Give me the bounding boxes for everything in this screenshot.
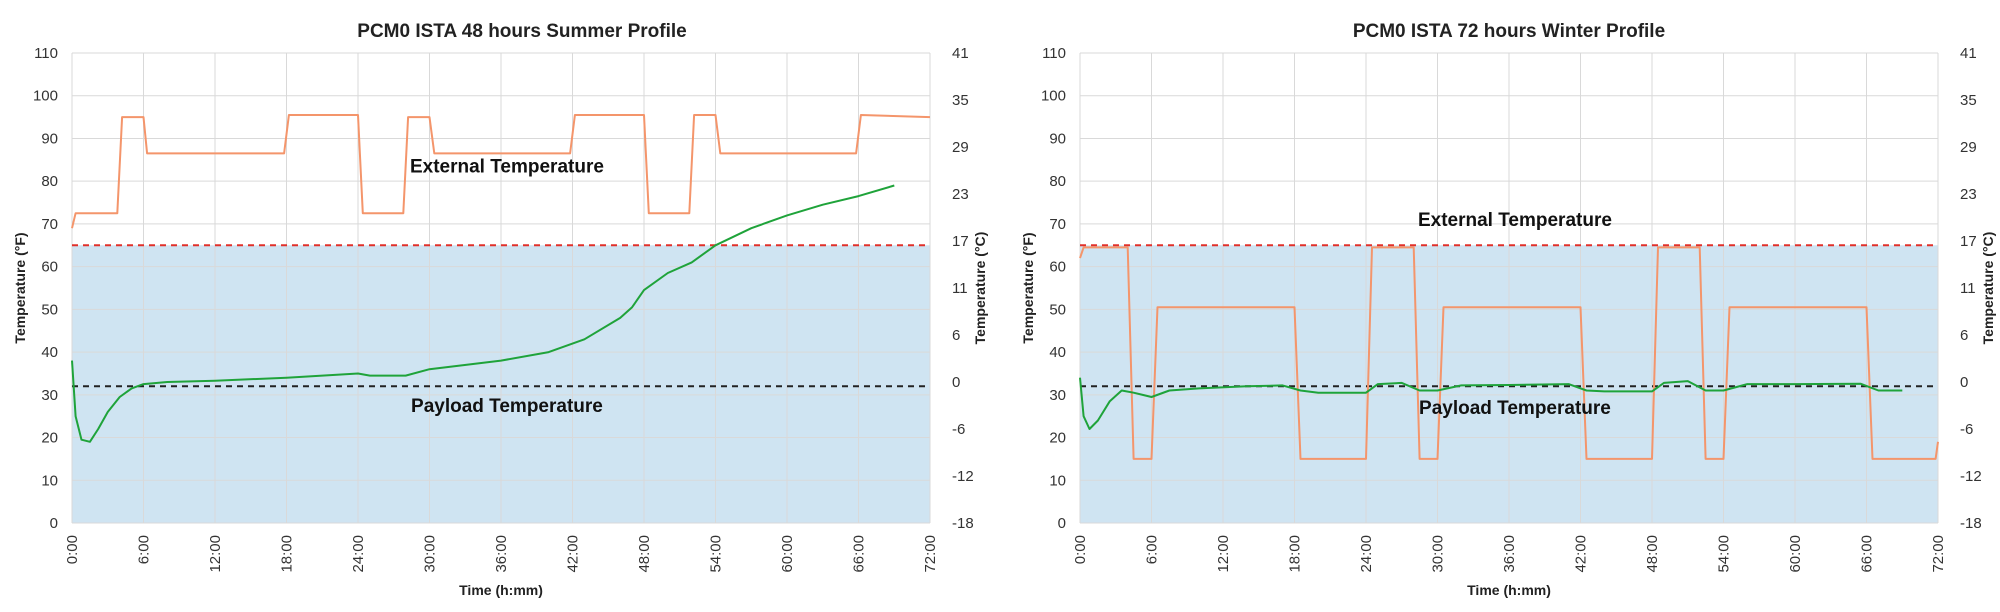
chart-2-annotation: External Temperature [1418,210,1612,231]
chart-2-y2-tick-label: 35 [1960,92,1977,109]
chart-1-y-tick-label: 70 [41,216,58,233]
chart-1: 0 10 20 30 40 50 60 70 80 90 100 110 -18 -12 -6 0 6 11 17 2… [12,21,988,598]
chart-2-y2-tick-label: 11 [1960,280,1976,297]
chart-2-x-tick-label: 0:00 [1072,535,1089,564]
chart-1-x-tick-label: 60:00 [779,535,796,573]
chart-2-y-tick-label: 40 [1049,344,1066,361]
chart-1-x-tick-label: 24:00 [350,535,367,573]
chart-1-y2-axis-label: Temperature (°C) [972,232,988,345]
chart-2-y-tick-label: 70 [1049,216,1066,233]
chart-2-y-tick-label: 80 [1049,173,1066,190]
chart-2-y2-tick-label: -18 [1960,515,1982,532]
chart-1-y-tick-label: 40 [41,344,58,361]
chart-2-x-tick-label: 18:00 [1287,535,1304,573]
chart-1-y-tick-label: 0 [50,515,58,532]
chart-2-y2-tick-label: 17 [1960,233,1977,250]
chart-2-x-tick-label: 66:00 [1859,535,1876,573]
chart-1-y-tick-label: 100 [33,88,58,105]
chart-1-y2-tick-label: -6 [952,421,965,438]
chart-2-y2-tick-label: -12 [1960,468,1982,485]
chart-1-annotation: Payload Temperature [411,396,603,417]
chart-2-y-tick-label: 50 [1049,301,1066,318]
chart-2-title: PCM0 ISTA 72 hours Winter Profile [1353,21,1665,42]
chart-1-y-tick-label: 10 [41,472,58,489]
chart-2-annotation: Payload Temperature [1419,398,1611,419]
chart-1-y2-tick-label: 11 [952,280,968,297]
chart-1-x-tick-label: 0:00 [64,535,81,564]
chart-2-x-tick-label: 36:00 [1501,535,1518,573]
chart-1-y2-tick-label: 0 [952,374,960,391]
chart-1-annotation: External Temperature [410,157,604,178]
chart-1-x-tick-label: 12:00 [207,535,224,573]
chart-2-y2-tick-label: -6 [1960,421,1973,438]
chart-1-y2-tick-label: 17 [952,233,969,250]
chart-1-x-tick-label: 54:00 [708,535,725,573]
chart-1-x-tick-label: 72:00 [922,535,939,573]
chart-2-x-tick-label: 60:00 [1787,535,1804,573]
chart-2-x-tick-label: 30:00 [1430,535,1447,573]
chart-2-y2-tick-label: 29 [1960,139,1977,156]
chart-2-y2-tick-label: 0 [1960,374,1968,391]
chart-2-y-tick-label: 20 [1049,430,1066,447]
chart-2-y-tick-label: 90 [1049,130,1066,147]
chart-1-y-tick-label: 60 [41,259,58,276]
chart-2-y2-tick-label: 6 [1960,327,1968,344]
chart-1-y-tick-label: 50 [41,301,58,318]
chart-1-x-tick-label: 18:00 [279,535,296,573]
chart-1-x-tick-label: 48:00 [636,535,653,573]
chart-2-x-tick-label: 48:00 [1644,535,1661,573]
chart-2-x-tick-label: 72:00 [1930,535,1947,573]
chart-1-series-2-line [71,184,895,443]
chart-1-y2-tick-label: 23 [952,186,969,203]
chart-2-x-tick-label: 12:00 [1215,535,1232,573]
chart-2-y2-tick-label: 23 [1960,186,1977,203]
chart-1-y2-tick-label: -12 [952,468,974,485]
chart-2-y-tick-label: 100 [1041,88,1066,105]
chart-1-title: PCM0 ISTA 48 hours Summer Profile [357,21,686,42]
chart-1-y2-tick-label: 6 [952,327,960,344]
chart-1-y2-tick-label: -18 [952,515,974,532]
chart-2-series-2-line [1079,377,1903,430]
chart-2-y-tick-label: 30 [1049,387,1066,404]
chart-2-y2-tick-label: 41 [1960,45,1977,62]
chart-1-y-tick-label: 30 [41,387,58,404]
chart-1-series-1-line [71,114,931,229]
chart-2: 0 10 20 30 40 50 60 70 80 90 100 110 -18 -12 -6 0 6 11 17 2… [1020,21,1996,598]
chart-1-y-tick-label: 80 [41,173,58,190]
chart-1-x-tick-label: 30:00 [422,535,439,573]
chart-1-y2-tick-label: 41 [952,45,969,62]
chart-2-x-tick-label: 24:00 [1358,535,1375,573]
chart-2-y-tick-label: 60 [1049,259,1066,276]
chart-2-y2-axis-label: Temperature (°C) [1980,232,1996,345]
chart-1-x-axis-label: Time (h:mm) [459,582,543,598]
chart-1-x-tick-label: 66:00 [851,535,868,573]
chart-2-x-tick-label: 54:00 [1716,535,1733,573]
chart-2-series-1-line [1079,246,1939,460]
chart-2-y-tick-label: 10 [1049,472,1066,489]
chart-2-y-tick-label: 110 [1042,45,1066,62]
chart-1-y-tick-label: 110 [34,45,58,62]
chart-1-y-tick-label: 90 [41,130,58,147]
chart-1-y-axis-label: Temperature (°F) [12,232,28,343]
chart-1-x-tick-label: 42:00 [565,535,582,573]
chart-2-y-axis-label: Temperature (°F) [1020,232,1036,343]
chart-2-x-axis-label: Time (h:mm) [1467,582,1551,598]
chart-1-x-tick-label: 6:00 [136,535,153,564]
chart-2-x-tick-label: 42:00 [1573,535,1590,573]
chart-1-x-tick-label: 36:00 [493,535,510,573]
chart-2-x-tick-label: 6:00 [1144,535,1161,564]
chart-1-y2-tick-label: 29 [952,139,969,156]
chart-1-y2-tick-label: 35 [952,92,969,109]
chart-1-y-tick-label: 20 [41,430,58,447]
chart-2-y-tick-label: 0 [1058,515,1066,532]
